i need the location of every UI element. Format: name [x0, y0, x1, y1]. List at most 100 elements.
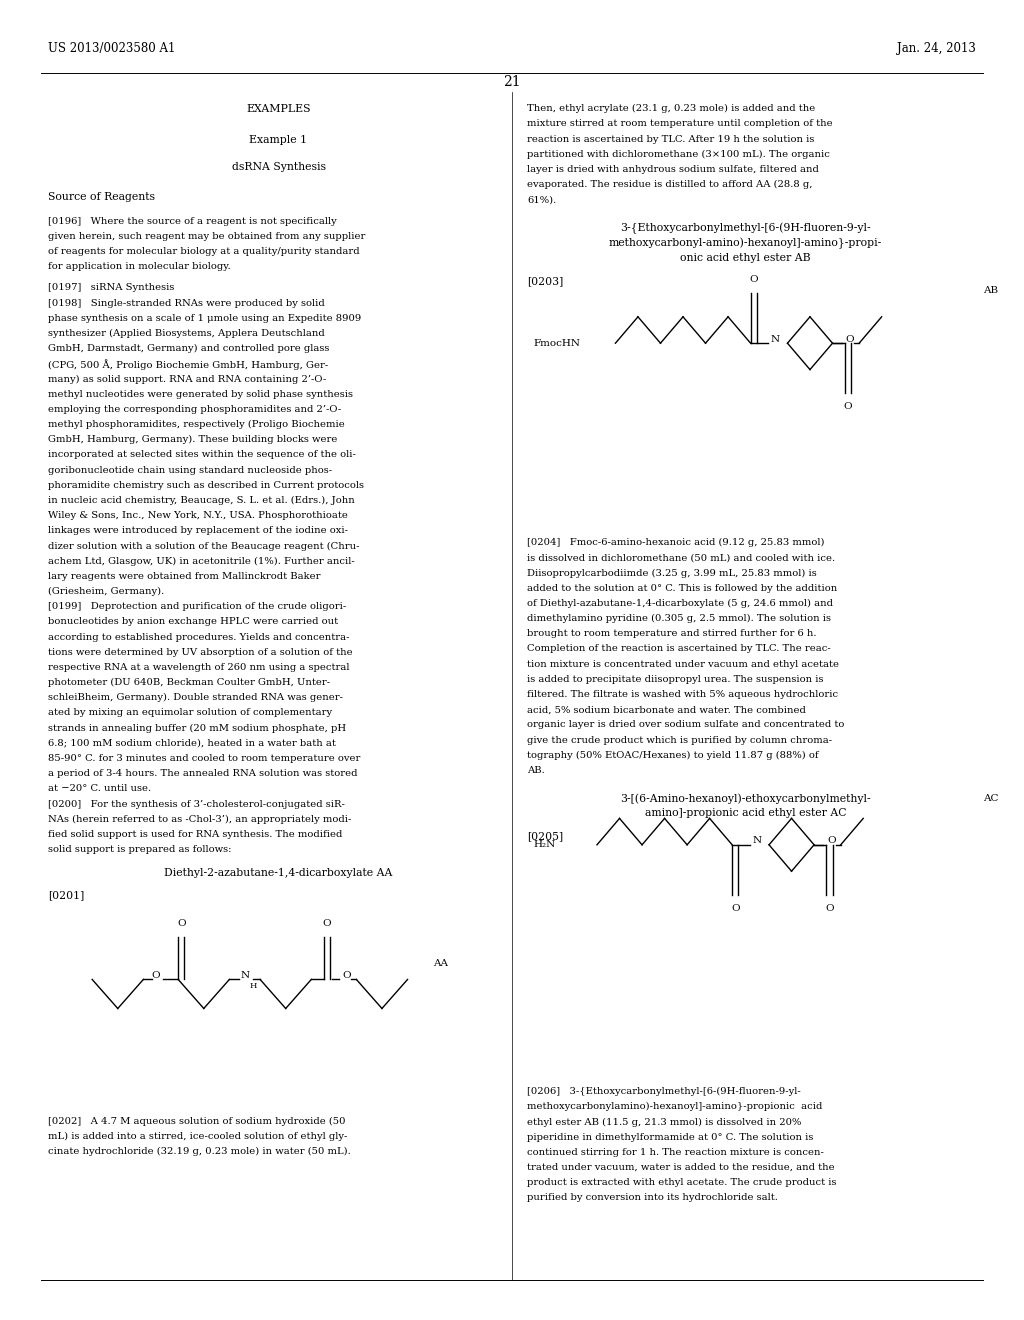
Text: dsRNA Synthesis: dsRNA Synthesis: [231, 162, 326, 172]
Text: N: N: [771, 335, 779, 343]
Text: 61%).: 61%).: [527, 195, 557, 205]
Text: solid support is prepared as follows:: solid support is prepared as follows:: [48, 845, 231, 854]
Text: dizer solution with a solution of the Beaucage reagent (Chru-: dizer solution with a solution of the Be…: [48, 541, 359, 550]
Text: dimethylamino pyridine (0.305 g, 2.5 mmol). The solution is: dimethylamino pyridine (0.305 g, 2.5 mmo…: [527, 614, 831, 623]
Text: acid, 5% sodium bicarbonate and water. The combined: acid, 5% sodium bicarbonate and water. T…: [527, 705, 806, 714]
Text: goribonucleotide chain using standard nucleoside phos-: goribonucleotide chain using standard nu…: [48, 466, 332, 475]
Text: according to established procedures. Yields and concentra-: according to established procedures. Yie…: [48, 632, 349, 642]
Text: lary reagents were obtained from Mallinckrodt Baker: lary reagents were obtained from Mallinc…: [48, 572, 321, 581]
Text: employing the corresponding phosphoramidites and 2’-O-: employing the corresponding phosphoramid…: [48, 405, 341, 414]
Text: purified by conversion into its hydrochloride salt.: purified by conversion into its hydrochl…: [527, 1193, 778, 1203]
Text: partitioned with dichloromethane (3×100 mL). The organic: partitioned with dichloromethane (3×100 …: [527, 149, 830, 158]
Text: AB: AB: [983, 286, 998, 294]
Text: methoxycarbonylamino)-hexanoyl]-amino}-propionic  acid: methoxycarbonylamino)-hexanoyl]-amino}-p…: [527, 1102, 822, 1111]
Text: Wiley & Sons, Inc., New York, N.Y., USA. Phosphorothioate: Wiley & Sons, Inc., New York, N.Y., USA.…: [48, 511, 348, 520]
Text: [0206]   3-{Ethoxycarbonylmethyl-[6-(9H-fluoren-9-yl-: [0206] 3-{Ethoxycarbonylmethyl-[6-(9H-fl…: [527, 1086, 801, 1096]
Text: O: O: [177, 920, 185, 928]
Text: O: O: [750, 276, 758, 284]
Text: Then, ethyl acrylate (23.1 g, 0.23 mole) is added and the: Then, ethyl acrylate (23.1 g, 0.23 mole)…: [527, 104, 815, 114]
Text: tography (50% EtOAC/Hexanes) to yield 11.87 g (88%) of: tography (50% EtOAC/Hexanes) to yield 11…: [527, 751, 819, 760]
Text: ated by mixing an equimolar solution of complementary: ated by mixing an equimolar solution of …: [48, 709, 332, 718]
Text: product is extracted with ethyl acetate. The crude product is: product is extracted with ethyl acetate.…: [527, 1177, 837, 1187]
Text: O: O: [152, 972, 160, 979]
Text: [0205]: [0205]: [527, 832, 563, 841]
Text: of reagents for molecular biology at a quality/purity standard: of reagents for molecular biology at a q…: [48, 247, 359, 256]
Text: O: O: [846, 335, 854, 343]
Text: methyl nucleotides were generated by solid phase synthesis: methyl nucleotides were generated by sol…: [48, 389, 353, 399]
Text: [0198]   Single-stranded RNAs were produced by solid: [0198] Single-stranded RNAs were produce…: [48, 298, 325, 308]
Text: [0199]   Deprotection and purification of the crude oligori-: [0199] Deprotection and purification of …: [48, 602, 346, 611]
Text: bonucleotides by anion exchange HPLC were carried out: bonucleotides by anion exchange HPLC wer…: [48, 618, 338, 627]
Text: Source of Reagents: Source of Reagents: [48, 193, 155, 202]
Text: continued stirring for 1 h. The reaction mixture is concen-: continued stirring for 1 h. The reaction…: [527, 1147, 824, 1156]
Text: GmbH, Darmstadt, Germany) and controlled pore glass: GmbH, Darmstadt, Germany) and controlled…: [48, 345, 330, 354]
Text: AA: AA: [433, 960, 449, 968]
Text: phase synthesis on a scale of 1 μmole using an Expedite 8909: phase synthesis on a scale of 1 μmole us…: [48, 314, 361, 323]
Text: AC: AC: [983, 795, 998, 803]
Text: O: O: [825, 904, 834, 912]
Text: fied solid support is used for RNA synthesis. The modified: fied solid support is used for RNA synth…: [48, 830, 342, 840]
Text: respective RNA at a wavelength of 260 nm using a spectral: respective RNA at a wavelength of 260 nm…: [48, 663, 349, 672]
Text: synthesizer (Applied Biosystems, Applera Deutschland: synthesizer (Applied Biosystems, Applera…: [48, 329, 325, 338]
Text: tions were determined by UV absorption of a solution of the: tions were determined by UV absorption o…: [48, 648, 352, 657]
Text: US 2013/0023580 A1: US 2013/0023580 A1: [48, 42, 175, 55]
Text: Example 1: Example 1: [250, 135, 307, 145]
Text: 6.8; 100 mM sodium chloride), heated in a water bath at: 6.8; 100 mM sodium chloride), heated in …: [48, 739, 336, 748]
Text: linkages were introduced by replacement of the iodine oxi-: linkages were introduced by replacement …: [48, 527, 348, 536]
Text: achem Ltd, Glasgow, UK) in acetonitrile (1%). Further ancil-: achem Ltd, Glasgow, UK) in acetonitrile …: [48, 557, 355, 566]
Text: onic acid ethyl ester AB: onic acid ethyl ester AB: [680, 253, 811, 263]
Text: piperidine in dimethylformamide at 0° C. The solution is: piperidine in dimethylformamide at 0° C.…: [527, 1133, 814, 1142]
Text: filtered. The filtrate is washed with 5% aqueous hydrochloric: filtered. The filtrate is washed with 5%…: [527, 690, 839, 700]
Text: added to the solution at 0° C. This is followed by the addition: added to the solution at 0° C. This is f…: [527, 583, 838, 593]
Text: N: N: [753, 837, 761, 845]
Text: layer is dried with anhydrous sodium sulfate, filtered and: layer is dried with anhydrous sodium sul…: [527, 165, 819, 174]
Text: Diethyl-2-azabutane-1,4-dicarboxylate AA: Diethyl-2-azabutane-1,4-dicarboxylate AA: [164, 867, 393, 878]
Text: cinate hydrochloride (32.19 g, 0.23 mole) in water (50 mL).: cinate hydrochloride (32.19 g, 0.23 mole…: [48, 1147, 351, 1156]
Text: O: O: [731, 904, 739, 912]
Text: schleiBheim, Germany). Double stranded RNA was gener-: schleiBheim, Germany). Double stranded R…: [48, 693, 343, 702]
Text: photometer (DU 640B, Beckman Coulter GmbH, Unter-: photometer (DU 640B, Beckman Coulter Gmb…: [48, 678, 331, 688]
Text: Completion of the reaction is ascertained by TLC. The reac-: Completion of the reaction is ascertaine…: [527, 644, 831, 653]
Text: organic layer is dried over sodium sulfate and concentrated to: organic layer is dried over sodium sulfa…: [527, 721, 845, 730]
Text: phoramidite chemistry such as described in Current protocols: phoramidite chemistry such as described …: [48, 480, 365, 490]
Text: evaporated. The residue is distilled to afford AA (28.8 g,: evaporated. The residue is distilled to …: [527, 180, 813, 189]
Text: for application in molecular biology.: for application in molecular biology.: [48, 263, 230, 271]
Text: brought to room temperature and stirred further for 6 h.: brought to room temperature and stirred …: [527, 630, 817, 639]
Text: tion mixture is concentrated under vacuum and ethyl acetate: tion mixture is concentrated under vacuu…: [527, 660, 840, 669]
Text: 3-{Ethoxycarbonylmethyl-[6-(9H-fluoren-9-yl-: 3-{Ethoxycarbonylmethyl-[6-(9H-fluoren-9…: [621, 223, 870, 234]
Text: [0203]: [0203]: [527, 276, 563, 286]
Text: [0196]   Where the source of a reagent is not specifically: [0196] Where the source of a reagent is …: [48, 216, 337, 226]
Text: 85-90° C. for 3 minutes and cooled to room temperature over: 85-90° C. for 3 minutes and cooled to ro…: [48, 754, 360, 763]
Text: [0202]   A 4.7 M aqueous solution of sodium hydroxide (50: [0202] A 4.7 M aqueous solution of sodiu…: [48, 1117, 346, 1126]
Text: FmocHN: FmocHN: [534, 339, 581, 347]
Text: is dissolved in dichloromethane (50 mL) and cooled with ice.: is dissolved in dichloromethane (50 mL) …: [527, 553, 836, 562]
Text: mL) is added into a stirred, ice-cooled solution of ethyl gly-: mL) is added into a stirred, ice-cooled …: [48, 1133, 347, 1142]
Text: AB.: AB.: [527, 766, 545, 775]
Text: H: H: [249, 982, 257, 990]
Text: strands in annealing buffer (20 mM sodium phosphate, pH: strands in annealing buffer (20 mM sodiu…: [48, 723, 346, 733]
Text: NAs (herein referred to as -Chol-3’), an appropriately modi-: NAs (herein referred to as -Chol-3’), an…: [48, 814, 351, 824]
Text: in nucleic acid chemistry, Beaucage, S. L. et al. (Edrs.), John: in nucleic acid chemistry, Beaucage, S. …: [48, 496, 355, 506]
Text: O: O: [844, 403, 852, 411]
Text: a period of 3-4 hours. The annealed RNA solution was stored: a period of 3-4 hours. The annealed RNA …: [48, 770, 357, 779]
Text: at −20° C. until use.: at −20° C. until use.: [48, 784, 152, 793]
Text: give the crude product which is purified by column chroma-: give the crude product which is purified…: [527, 735, 833, 744]
Text: EXAMPLES: EXAMPLES: [247, 104, 310, 115]
Text: (CPG, 500 Å, Proligo Biochemie GmbH, Hamburg, Ger-: (CPG, 500 Å, Proligo Biochemie GmbH, Ham…: [48, 359, 329, 370]
Text: given herein, such reagent may be obtained from any supplier: given herein, such reagent may be obtain…: [48, 232, 366, 240]
Text: O: O: [323, 920, 331, 928]
Text: trated under vacuum, water is added to the residue, and the: trated under vacuum, water is added to t…: [527, 1163, 835, 1172]
Text: N: N: [241, 972, 249, 979]
Text: reaction is ascertained by TLC. After 19 h the solution is: reaction is ascertained by TLC. After 19…: [527, 135, 815, 144]
Text: O: O: [343, 972, 351, 979]
Text: many) as solid support. RNA and RNA containing 2’-O-: many) as solid support. RNA and RNA cont…: [48, 375, 327, 384]
Text: 21: 21: [503, 75, 521, 88]
Text: H₂N: H₂N: [534, 841, 556, 849]
Text: O: O: [827, 837, 836, 845]
Text: methoxycarbonyl-amino)-hexanoyl]-amino}-propi-: methoxycarbonyl-amino)-hexanoyl]-amino}-…: [609, 238, 882, 249]
Text: is added to precipitate diisopropyl urea. The suspension is: is added to precipitate diisopropyl urea…: [527, 675, 824, 684]
Text: incorporated at selected sites within the sequence of the oli-: incorporated at selected sites within th…: [48, 450, 356, 459]
Text: (Griesheim, Germany).: (Griesheim, Germany).: [48, 587, 165, 597]
Text: [0197]   siRNA Synthesis: [0197] siRNA Synthesis: [48, 284, 174, 293]
Text: [0204]   Fmoc-6-amino-hexanoic acid (9.12 g, 25.83 mmol): [0204] Fmoc-6-amino-hexanoic acid (9.12 …: [527, 539, 825, 548]
